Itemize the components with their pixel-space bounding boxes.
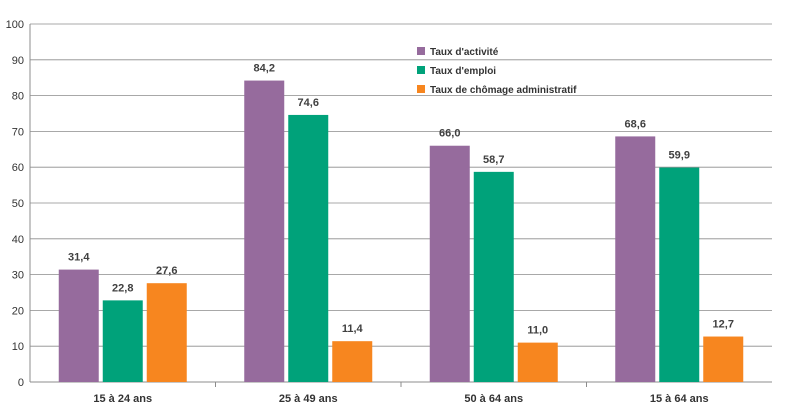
bar <box>332 341 373 382</box>
bar <box>58 269 99 382</box>
legend-label: Taux de chômage administratif <box>430 85 577 96</box>
bar <box>473 171 514 382</box>
bar <box>615 136 656 382</box>
data-labels: 31,4 22,8 27,6 84,2 74,6 11,4 66,0 58,7 11,0 68,6… <box>68 63 734 337</box>
y-tick-label: 10 <box>12 341 24 353</box>
data-label: 11,4 <box>342 323 364 335</box>
x-category-label: 15 à 24 ans <box>93 393 152 405</box>
data-label: 12,7 <box>713 319 734 331</box>
y-tick-label: 70 <box>12 126 24 138</box>
bar <box>429 145 470 382</box>
y-tick-label: 60 <box>12 162 24 174</box>
data-label: 11,0 <box>527 325 548 337</box>
bar <box>659 167 700 382</box>
y-tick-label: 40 <box>12 234 24 246</box>
bar <box>146 283 187 382</box>
data-label: 66,0 <box>439 128 460 140</box>
y-tick-label: 20 <box>12 305 24 317</box>
data-label: 58,7 <box>483 154 504 166</box>
y-tick-label: 0 <box>18 377 24 389</box>
data-label: 22,8 <box>112 282 133 294</box>
data-label: 68,6 <box>625 118 646 130</box>
legend-swatch <box>417 66 425 74</box>
bar <box>288 114 329 382</box>
bar <box>517 342 558 382</box>
legend-swatch <box>417 47 425 55</box>
x-category-label: 25 à 49 ans <box>279 393 338 405</box>
x-category-label: 50 à 64 ans <box>464 393 523 405</box>
legend-swatch <box>417 85 425 93</box>
y-tick-label: 80 <box>12 91 24 103</box>
data-label: 84,2 <box>254 63 275 75</box>
y-tick-label: 50 <box>12 198 24 210</box>
y-tick-label: 100 <box>6 19 24 31</box>
bar <box>244 80 285 383</box>
bar <box>703 336 744 382</box>
legend: Taux d'activité Taux d'emploi Taux de chôm… <box>417 47 577 96</box>
bar <box>102 300 143 382</box>
data-label: 31,4 <box>68 252 90 264</box>
y-tick-label: 90 <box>12 55 24 67</box>
bars <box>58 80 744 383</box>
data-label: 74,6 <box>298 97 319 109</box>
data-label: 27,6 <box>156 265 177 277</box>
legend-label: Taux d'activité <box>430 47 499 58</box>
x-category-label: 15 à 64 ans <box>650 393 709 405</box>
y-tick-label: 30 <box>12 270 24 282</box>
data-label: 59,9 <box>669 150 690 162</box>
legend-label: Taux d'emploi <box>430 66 496 77</box>
